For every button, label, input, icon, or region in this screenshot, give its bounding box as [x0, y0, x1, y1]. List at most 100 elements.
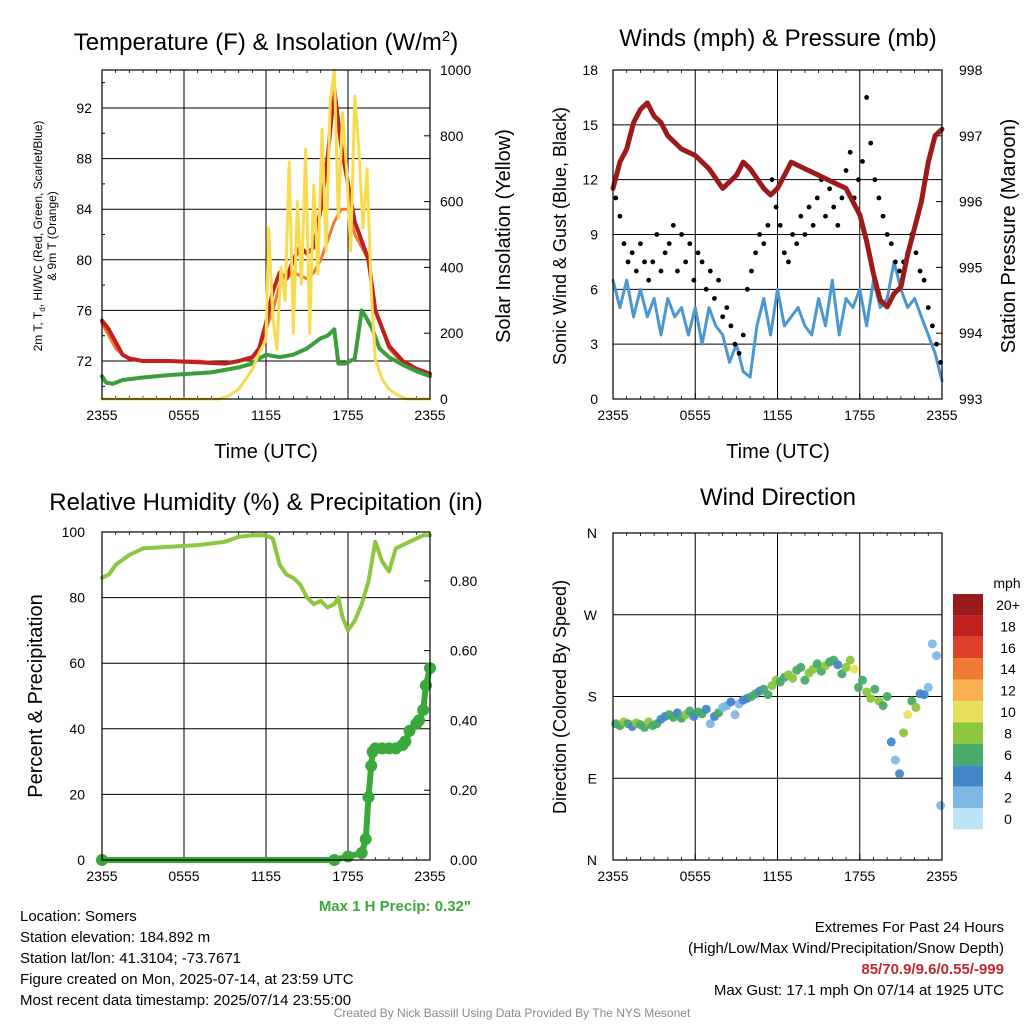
rh-precip-point: [355, 847, 368, 860]
dir-speed-point: [833, 660, 843, 670]
wind-gust-point: [888, 241, 894, 247]
legend-label: 4: [1004, 768, 1012, 784]
dir-speed-point: [927, 639, 937, 649]
temp-x-tick-label: 1155: [251, 407, 281, 423]
wind-y-label: Sonic Wind & Gust (Blue, Black): [550, 107, 570, 365]
wind-gust-point: [728, 323, 734, 329]
wind-y2-tick-label: 998: [959, 62, 983, 78]
temp-y-label-2: & 9m T (Orange): [45, 191, 59, 281]
wind-gust-point: [621, 241, 627, 247]
wind-gust-point: [814, 195, 820, 201]
wind-gust-point: [720, 314, 726, 320]
wind-gust-point: [712, 296, 717, 301]
dir-speed-point: [837, 669, 847, 679]
legend-title: mph: [993, 575, 1020, 591]
dir-speed-point: [890, 755, 900, 765]
recent-text: Most recent data timestamp: 2025/07/14 2…: [20, 992, 352, 1009]
temp-y-tick-label: 88: [76, 151, 92, 167]
wind-gust-point: [847, 149, 853, 155]
wind-gust-point: [629, 250, 635, 256]
wind-y2-tick-label: 994: [959, 325, 983, 341]
wind-gust-point: [835, 222, 841, 228]
rh-y2-tick-label: 0.00: [450, 852, 477, 868]
dir-speed-point: [923, 682, 933, 692]
temp-y-label: 2m T, Td, HI/WC (Red, Green, Scarlet/Blu…: [31, 121, 47, 352]
extremes-subtitle: (High/Low/Max Wind/Precipitation/Snow De…: [688, 940, 1004, 957]
rh-precip-point: [365, 759, 378, 772]
wind-y-tick-label: 3: [590, 336, 598, 352]
temp-x-tick-label: 2355: [414, 407, 445, 423]
dir-plot-frame: [612, 532, 943, 861]
dir-speed-point: [845, 655, 855, 665]
wind-gust-point: [872, 177, 878, 183]
wind-gust-point: [638, 241, 643, 247]
rh-precip-point: [359, 833, 372, 846]
dir-speed-point: [907, 696, 917, 706]
rh-precip-point: [417, 703, 430, 716]
rh-x-tick-label: 0555: [168, 868, 199, 884]
wind-y2-tick-label: 995: [959, 259, 983, 275]
legend-swatch: [953, 786, 983, 808]
legend-label: 6: [1004, 747, 1012, 763]
dir-x-tick-label: 2355: [926, 868, 957, 884]
wind-gust-point: [703, 286, 709, 292]
temp-y-tick-label: 80: [76, 252, 92, 268]
dir-speed-point: [936, 801, 946, 810]
wind-y2-tick-label: 996: [959, 194, 983, 210]
legend-label: 12: [1000, 683, 1016, 699]
rh-plot-frame: [101, 531, 431, 861]
wind-gust-point: [802, 232, 808, 237]
dir-speed-point: [886, 737, 896, 747]
wind-gust-point: [683, 259, 689, 265]
rh-precip-point: [399, 735, 412, 748]
legend-swatch: [953, 594, 983, 616]
wind-gust-point: [691, 277, 697, 283]
wind-gust-point: [831, 204, 837, 210]
legend-swatch: [953, 679, 983, 701]
wind-gust-point: [884, 232, 890, 237]
dir-speed-point: [800, 675, 810, 685]
temp-y2-tick-label: 1000: [440, 62, 471, 78]
wind-gust-point: [773, 204, 779, 210]
rh-precip-point: [419, 679, 432, 692]
temp-plot-frame: [101, 69, 431, 400]
rh-y-tick-label: 40: [69, 721, 85, 737]
dir-speed-point: [866, 693, 876, 703]
wind-gust-point: [794, 241, 800, 247]
wind-y2-tick-label: 993: [959, 391, 983, 407]
wind-gust-point: [617, 213, 623, 219]
wind-gust-point: [646, 277, 652, 283]
wind-gust-point: [765, 222, 771, 228]
temp-y2-tick-label: 200: [440, 325, 464, 341]
legend-swatch: [953, 722, 983, 744]
temp-y2-tick-label: 800: [440, 128, 464, 144]
legend-swatch: [953, 615, 983, 637]
temp-series-dewpoint: [100, 308, 432, 386]
wind-gust-point: [913, 250, 919, 256]
extremes-title: Extremes For Past 24 Hours: [814, 919, 1004, 936]
temp-x-tick-label: 0555: [168, 407, 199, 423]
temp-y-tick-label: 76: [76, 302, 92, 318]
temp-y2-label: Solar Insolation (Yellow): [493, 129, 515, 343]
max-precip-label: Max 1 H Precip: 0.32": [319, 898, 471, 915]
dir-speed-point: [870, 684, 880, 694]
rh-y-tick-label: 20: [69, 786, 85, 802]
wind-gust-point: [843, 168, 849, 173]
wind-gust-point: [740, 332, 746, 338]
wind-gust-point: [880, 213, 886, 219]
wind-gust-point: [707, 268, 713, 274]
rh-y-tick-label: 100: [62, 524, 86, 540]
credit-text: Created By Nick Bassill Using Data Provi…: [333, 1006, 691, 1020]
wind-x-tick-label: 1155: [762, 407, 792, 423]
location-text: Location: Somers: [20, 908, 137, 925]
legend-swatch: [953, 658, 983, 680]
dir-speed-point: [878, 701, 888, 711]
wind-plot-frame: [612, 69, 943, 400]
legend-label: 18: [1000, 618, 1016, 634]
wind-gust-point: [769, 177, 775, 183]
extremes-values: 85/70.9/9.6/0.55/-999: [861, 961, 1004, 978]
dir-y-tick-label: N: [587, 525, 597, 541]
dir-speed-point: [730, 710, 740, 720]
wind-gust-point: [761, 241, 767, 247]
dir-speed-point: [903, 710, 913, 720]
